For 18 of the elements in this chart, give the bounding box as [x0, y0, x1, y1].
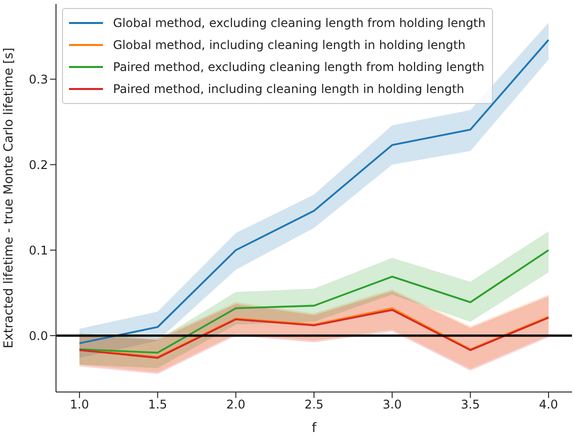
- x-tick-label: 1.5: [148, 398, 168, 412]
- legend-label: Paired method, excluding cleaning length from holding length: [113, 60, 484, 74]
- y-axis-title: Extracted lifetime - true Monte Carlo lifetime [s]: [0, 48, 16, 348]
- x-tick-label: 1.0: [70, 398, 89, 412]
- x-axis-title: f: [312, 421, 317, 436]
- y-tick-label: 0.3: [28, 72, 48, 86]
- x-tick-label: 2.0: [226, 398, 246, 412]
- legend-label: Global method, including cleaning length in holding length: [113, 38, 466, 52]
- x-tick-label: 3.5: [460, 398, 480, 412]
- line-series: [78, 249, 550, 354]
- x-tick-label: 4.0: [539, 398, 558, 412]
- legend-label: Paired method, including cleaning length in holding length: [113, 82, 464, 96]
- legend-label: Global method, excluding cleaning length from holding length: [113, 16, 486, 30]
- x-tick-label: 3.0: [382, 398, 402, 412]
- y-tick-label: 0.2: [28, 158, 48, 172]
- x-tick-label: 2.5: [304, 398, 324, 412]
- y-tick-label: 0.1: [28, 243, 48, 258]
- y-tick-label: 0.0: [28, 328, 48, 343]
